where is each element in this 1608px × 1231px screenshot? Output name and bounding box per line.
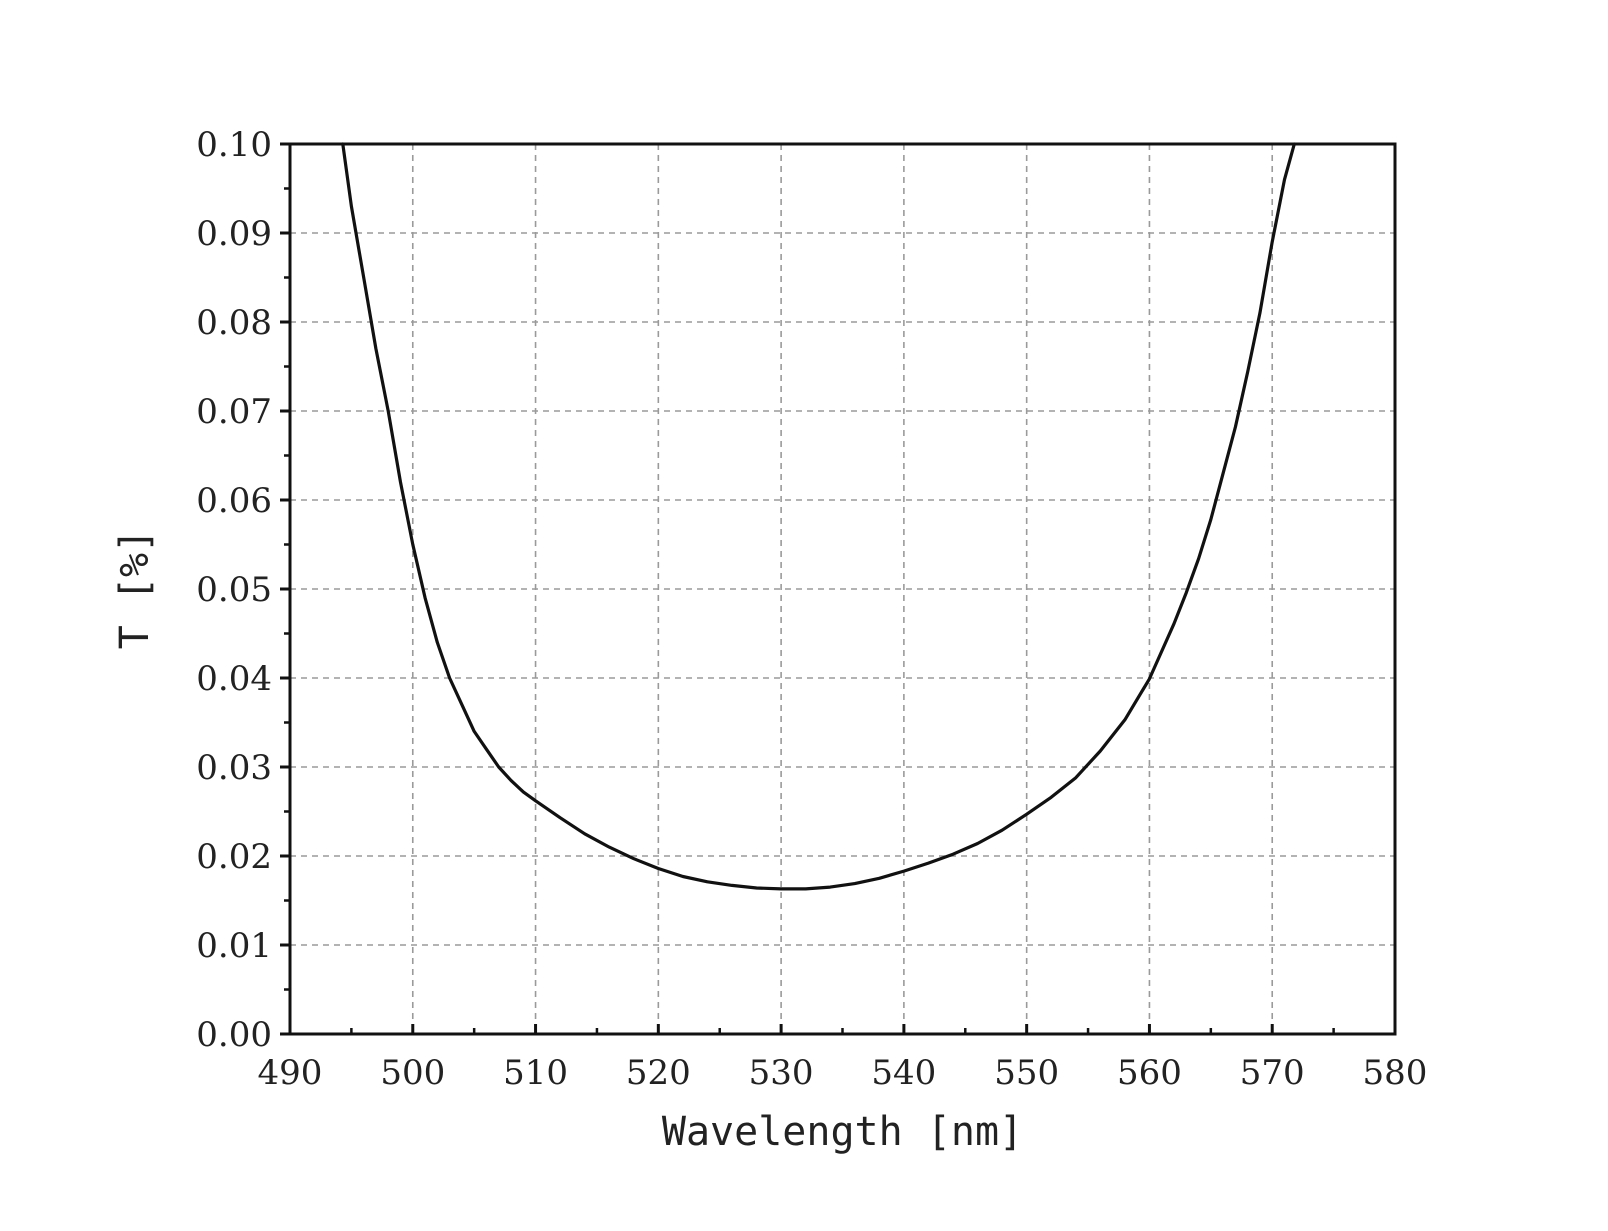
- y-tick-label: 0.08: [196, 303, 272, 343]
- y-tick-label: 0.06: [196, 481, 272, 521]
- y-tick-label: 0.09: [196, 214, 272, 254]
- series-line: [341, 142, 1296, 891]
- plot-frame: [288, 142, 1397, 1036]
- y-axis-title: T [%]: [112, 529, 158, 649]
- y-tick-label: 0.01: [196, 926, 272, 966]
- x-axis-title: Wavelength [nm]: [662, 1109, 1023, 1155]
- grid: [290, 144, 1395, 1034]
- y-tick-label: 0.04: [196, 659, 272, 699]
- x-tick-label: 500: [380, 1053, 445, 1093]
- y-tick-label: 0.07: [196, 392, 272, 432]
- x-tick-label: 550: [994, 1053, 1059, 1093]
- y-tick-label: 0.10: [196, 125, 272, 165]
- x-tick-label: 530: [749, 1053, 814, 1093]
- x-tick-label: 580: [1363, 1053, 1428, 1093]
- x-tick-label: 510: [503, 1053, 568, 1093]
- y-tick-labels: 0.00 0.01 0.02 0.03 0.04 0.05 0.06 0.07 0.08 0.09…: [196, 125, 272, 1055]
- y-tick-label: 0.00: [196, 1015, 272, 1055]
- x-tick-label: 540: [871, 1053, 936, 1093]
- y-tick-label: 0.05: [196, 570, 272, 610]
- x-tick-label: 490: [258, 1053, 323, 1093]
- y-tick-label: 0.03: [196, 748, 272, 788]
- x-tick-label: 570: [1240, 1053, 1305, 1093]
- x-tick-label: 560: [1117, 1053, 1182, 1093]
- y-tick-label: 0.02: [196, 837, 272, 877]
- x-tick-label: 520: [626, 1053, 691, 1093]
- x-tick-labels: 490 500 510 520 530 540 550 560 570 580: [258, 1053, 1428, 1093]
